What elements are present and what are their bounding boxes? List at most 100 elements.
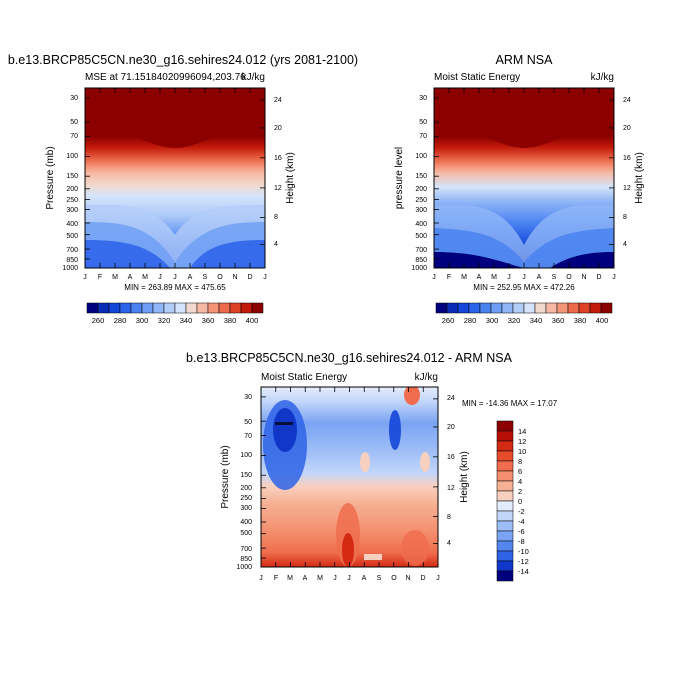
model-ylabel: Pressure (mb) [45, 146, 56, 209]
ytick-label: 700 [66, 247, 78, 254]
height-tick-label: 16 [623, 155, 631, 162]
ytick-label: 400 [240, 519, 252, 526]
colorbar-label: 14 [518, 427, 526, 436]
diff-right-axis: 24 20 16 12 8 4 [447, 395, 455, 547]
colorbar-swatch [108, 302, 121, 314]
colorbar-swatch [496, 450, 514, 462]
colorbar-swatch [490, 302, 503, 314]
height-tick-label: 4 [447, 540, 451, 547]
diff-field-contour [364, 554, 382, 560]
panel-diff: b.e13.BRCP85C5CN.ne30_g16.sehires24.012 … [186, 351, 558, 582]
height-tick-label: 24 [447, 395, 455, 402]
xtick-label: A [188, 274, 193, 281]
colorbar-swatch [446, 302, 459, 314]
ytick-label: 200 [240, 485, 252, 492]
panel-diff-units: kJ/kg [415, 372, 438, 383]
xtick-label: A [128, 274, 133, 281]
height-tick-label: 12 [274, 185, 282, 192]
model-right-axis: 24 20 16 12 8 4 [274, 97, 282, 248]
colorbar-swatch [496, 540, 514, 552]
xtick-label: O [566, 274, 572, 281]
ytick-label: 1000 [236, 564, 252, 571]
ytick-label: 50 [419, 119, 427, 126]
height-tick-label: 20 [447, 424, 455, 431]
height-tick-label: 20 [623, 125, 631, 132]
ytick-label: 400 [66, 221, 78, 228]
colorbar-swatch [119, 302, 132, 314]
colorbar-swatch [240, 302, 253, 314]
colorbar-swatch [86, 302, 99, 314]
colorbar-label: 400 [596, 316, 609, 325]
colorbar-swatch [152, 302, 165, 314]
panel-diff-subtitle: Moist Static Energy [261, 372, 347, 383]
colorbar-swatch [600, 302, 613, 314]
colorbar-swatch [229, 302, 242, 314]
ytick-label: 250 [240, 495, 252, 502]
colorbar-swatch [496, 510, 514, 522]
colorbar-swatch [479, 302, 492, 314]
colorbar-swatch [496, 460, 514, 472]
colorbar-swatch [97, 302, 110, 314]
diff-field-contour [273, 408, 297, 452]
colorbar-swatch [218, 302, 231, 314]
ytick-label: 150 [66, 173, 78, 180]
colorbar-label: 10 [518, 447, 526, 456]
ytick-label: 30 [70, 95, 78, 102]
colorbar-label: -14 [518, 567, 529, 576]
colorbar-label: 360 [202, 316, 215, 325]
ytick-label: 50 [70, 119, 78, 126]
colorbar-swatch [207, 302, 220, 314]
xtick-label: S [203, 274, 208, 281]
colorbar-label: 340 [180, 316, 193, 325]
ytick-label: 100 [240, 452, 252, 459]
obs-ylabel: pressure level [394, 147, 405, 209]
colorbar-label: 300 [136, 316, 149, 325]
colorbar-swatch [578, 302, 591, 314]
panel-model-subtitle: MSE at 71.15184020996094,203.76 [85, 72, 246, 83]
xtick-label: A [537, 274, 542, 281]
colorbar-label: 360 [552, 316, 565, 325]
diff-field-contour [275, 422, 293, 425]
colorbar-swatch [589, 302, 602, 314]
obs-left-axis: 30 50 70 100 150 200 250 300 400 500 700… [411, 95, 427, 272]
colorbar-swatch [496, 490, 514, 502]
xtick-label: S [377, 575, 382, 582]
panel-obs-units: kJ/kg [591, 72, 614, 83]
colorbar-swatch [496, 550, 514, 562]
ytick-label: 500 [240, 530, 252, 537]
xtick-label: M [317, 575, 323, 582]
colorbar-label: -8 [518, 537, 525, 546]
colorbar-label: 320 [158, 316, 171, 325]
colorbar-swatch [512, 302, 525, 314]
colorbar-label: 12 [518, 437, 526, 446]
obs-field-contour [434, 88, 614, 148]
colorbar-swatch [496, 570, 514, 582]
ytick-label: 850 [415, 257, 427, 264]
xtick-label: A [477, 274, 482, 281]
colorbar-label: 340 [530, 316, 543, 325]
colorbar-swatch [141, 302, 154, 314]
panel-obs-subtitle: Moist Static Energy [434, 72, 520, 83]
colorbar-swatch [523, 302, 536, 314]
obs-right-axis: 24 20 16 12 8 4 [623, 97, 631, 248]
colorbar-swatch [496, 520, 514, 532]
model-field-contour [85, 240, 265, 268]
diff-colorbar [496, 420, 514, 582]
colorbar-label: 280 [114, 316, 127, 325]
xtick-label: J [432, 274, 436, 281]
colorbar-label: 260 [92, 316, 105, 325]
xtick-label: M [491, 274, 497, 281]
obs-colorbar-labels: 260 280 300 320 340 360 380 400 [442, 316, 609, 325]
colorbar-swatch [196, 302, 209, 314]
diff-field-contour [420, 452, 430, 472]
diff-month-labels: J F M A M J J A S O N D J [259, 575, 440, 582]
colorbar-label: 8 [518, 457, 522, 466]
colorbar-swatch [496, 470, 514, 482]
colorbar-swatch [496, 440, 514, 452]
ytick-label: 150 [415, 173, 427, 180]
colorbar-label: 320 [508, 316, 521, 325]
xtick-label: O [217, 274, 223, 281]
model-ylabel-right: Height (km) [285, 152, 296, 204]
xtick-label: N [581, 274, 586, 281]
xtick-label: D [247, 274, 252, 281]
